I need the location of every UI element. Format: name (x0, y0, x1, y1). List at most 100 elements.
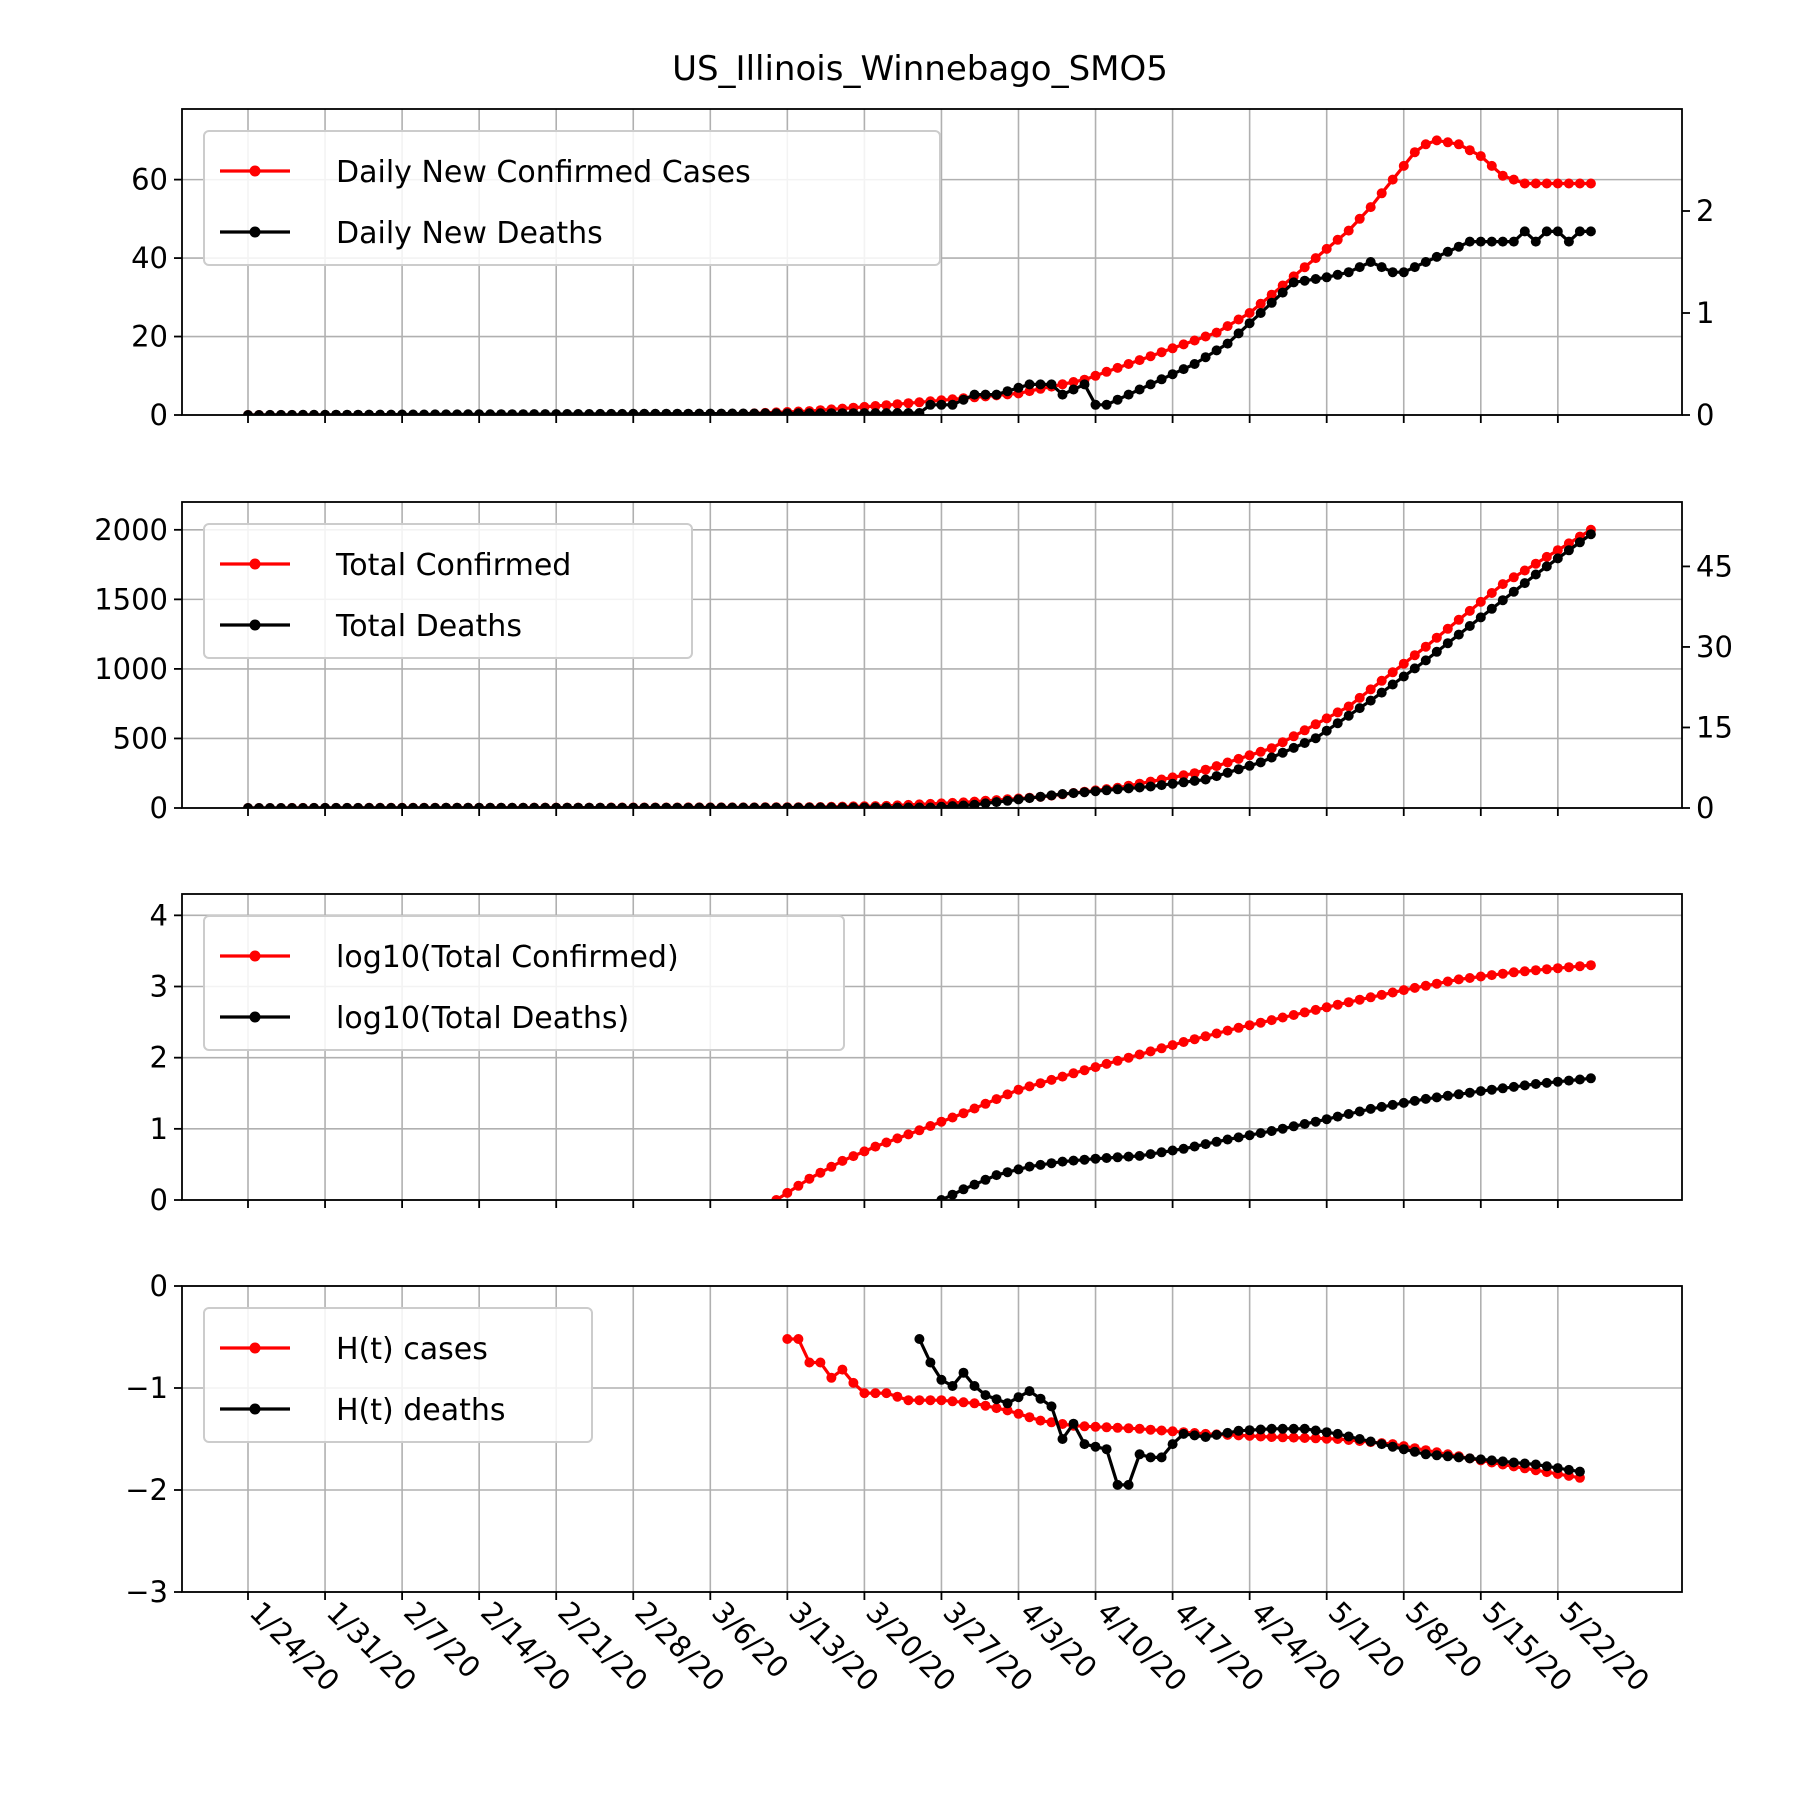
data-point (1112, 1479, 1123, 1490)
data-point (914, 1334, 925, 1344)
y2-tick-label: 0 (1696, 791, 1714, 825)
data-point (1497, 595, 1508, 606)
legend: log10(Total Confirmed) log10(Total Deaths… (203, 915, 845, 1051)
data-point (1112, 1055, 1123, 1066)
data-point (947, 801, 958, 808)
data-point (1134, 355, 1145, 366)
y2-tick-label: 0 (1696, 398, 1714, 432)
data-point (1090, 1062, 1101, 1073)
data-point (1321, 1002, 1332, 1013)
data-point (881, 1388, 892, 1399)
data-point (837, 1364, 848, 1375)
data-point (1068, 384, 1079, 395)
data-point (1530, 178, 1541, 189)
data-point (1519, 1080, 1530, 1091)
data-point (1552, 178, 1563, 189)
data-point (1013, 382, 1024, 393)
data-point (716, 802, 727, 808)
data-point (1079, 787, 1090, 798)
data-point (1398, 658, 1409, 669)
data-point (408, 802, 419, 808)
data-point (1519, 966, 1530, 977)
data-point (1233, 764, 1244, 775)
legend-swatch-marker (249, 950, 261, 962)
data-point (1101, 1444, 1112, 1455)
data-point (1189, 359, 1200, 369)
data-point (804, 408, 815, 415)
data-point (1497, 1456, 1508, 1467)
data-point (1178, 770, 1189, 781)
data-point (1310, 1116, 1321, 1127)
data-point (1167, 1426, 1178, 1437)
data-point (826, 1161, 837, 1172)
data-point (1530, 965, 1541, 976)
data-point (1420, 1449, 1431, 1460)
data-point (1387, 267, 1398, 278)
data-point (1134, 782, 1145, 793)
data-point (1266, 1126, 1277, 1136)
data-point (1332, 1428, 1343, 1439)
data-point (870, 401, 881, 411)
data-point (936, 1395, 947, 1406)
data-point (771, 802, 782, 808)
legend-swatch-marker (249, 226, 261, 238)
legend-label: log10(Total Deaths) (336, 1001, 629, 1036)
data-point (914, 408, 925, 415)
data-point (925, 1395, 936, 1406)
data-point (1145, 781, 1156, 792)
data-point (1530, 1459, 1541, 1470)
data-point (1057, 789, 1068, 799)
data-point (1442, 976, 1453, 987)
data-point (1585, 226, 1596, 237)
data-point (1530, 569, 1541, 580)
data-point (254, 410, 264, 415)
data-point (1255, 746, 1266, 757)
data-point (1574, 961, 1585, 972)
y-tick-label: 2000 (94, 513, 168, 547)
data-point (1453, 614, 1464, 625)
data-point (1343, 267, 1354, 278)
data-point (749, 408, 760, 415)
data-point (1024, 1412, 1035, 1423)
data-point (826, 1372, 837, 1383)
data-point (1475, 596, 1486, 607)
data-point (1123, 1151, 1134, 1162)
data-point (1475, 971, 1486, 982)
data-point (1167, 1040, 1178, 1051)
data-point (947, 399, 958, 410)
data-point (1211, 327, 1222, 338)
data-point (518, 802, 529, 808)
legend: Daily New Confirmed Cases Daily New Death… (203, 130, 941, 266)
data-point (991, 389, 1002, 400)
data-point (1552, 963, 1563, 974)
data-point (782, 1334, 793, 1344)
data-point (1046, 790, 1057, 801)
data-point (408, 409, 419, 415)
data-point (969, 1398, 980, 1409)
data-point (1200, 331, 1211, 342)
data-point (870, 802, 881, 808)
data-point (1211, 771, 1222, 782)
data-point (1079, 379, 1090, 390)
data-point (1442, 623, 1453, 634)
data-point (1365, 684, 1376, 695)
data-point (1519, 1458, 1530, 1469)
data-point (584, 409, 595, 415)
data-point (1178, 1143, 1189, 1154)
data-point (1134, 1449, 1145, 1460)
data-point (859, 408, 870, 415)
data-point (1200, 1139, 1211, 1150)
data-point (1563, 236, 1574, 247)
data-point (276, 409, 286, 415)
data-point (980, 1098, 991, 1109)
data-point (1288, 277, 1299, 288)
data-point (1266, 752, 1277, 763)
data-point (1123, 1423, 1134, 1434)
data-point (947, 1396, 958, 1407)
data-point (1343, 997, 1354, 1008)
data-point (1134, 384, 1145, 395)
data-point (1409, 1095, 1420, 1106)
data-point (1035, 791, 1046, 802)
data-point (837, 1155, 848, 1166)
data-point (298, 803, 308, 808)
